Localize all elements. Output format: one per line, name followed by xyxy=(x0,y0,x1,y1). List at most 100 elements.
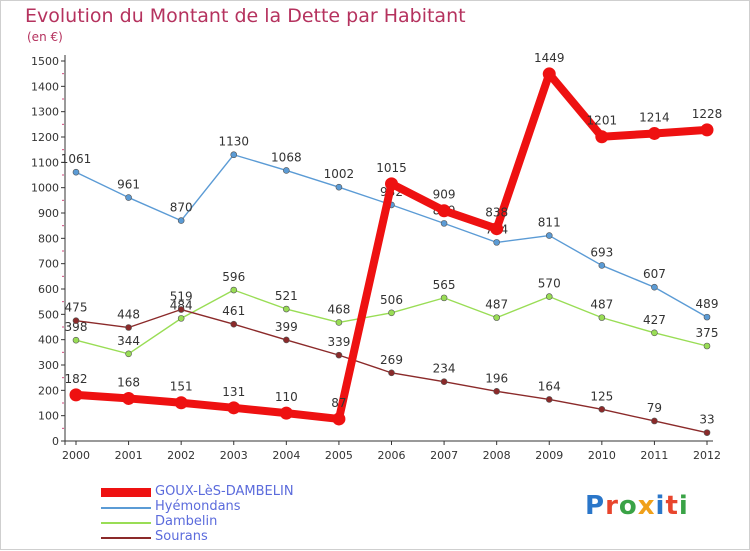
data-point xyxy=(545,232,553,239)
data-label: 110 xyxy=(275,390,298,404)
data-point xyxy=(283,305,290,313)
data-label: 1061 xyxy=(61,152,92,166)
data-point xyxy=(388,369,395,377)
data-point xyxy=(388,309,395,317)
data-label: 596 xyxy=(222,270,245,284)
logo-letter: o xyxy=(618,491,638,521)
data-point xyxy=(279,406,293,420)
legend-label-sourans: Sourans xyxy=(155,529,208,544)
data-point xyxy=(703,429,711,436)
data-point xyxy=(493,388,500,395)
data-label: 961 xyxy=(117,178,140,192)
y-tick-label: 900 xyxy=(38,207,59,220)
data-point xyxy=(332,412,346,426)
data-label: 87 xyxy=(331,396,346,410)
legend-label-dambelin: Dambelin xyxy=(155,514,218,529)
data-label: 1130 xyxy=(218,135,249,149)
data-point xyxy=(595,130,609,144)
x-tick-label: 2010 xyxy=(588,449,616,462)
data-point xyxy=(125,194,132,201)
data-point xyxy=(598,262,606,269)
x-tick-label: 2006 xyxy=(378,449,406,462)
data-point xyxy=(72,168,80,176)
data-label: 196 xyxy=(485,371,508,385)
data-point xyxy=(703,313,711,321)
data-point xyxy=(598,314,606,321)
data-point xyxy=(283,167,290,174)
data-point xyxy=(651,329,658,337)
data-label: 1228 xyxy=(692,107,723,121)
data-label: 131 xyxy=(222,385,245,399)
data-label: 1015 xyxy=(376,161,407,175)
data-point xyxy=(437,204,451,218)
data-point xyxy=(335,183,343,191)
chart-title: Evolution du Montant de la Dette par Hab… xyxy=(25,5,466,27)
y-tick-label: 100 xyxy=(38,410,59,423)
data-label: 521 xyxy=(275,289,298,303)
data-label: 339 xyxy=(327,335,350,349)
data-label: 468 xyxy=(327,302,350,316)
data-label: 461 xyxy=(222,304,245,318)
y-tick-label: 400 xyxy=(38,334,59,347)
data-label: 506 xyxy=(380,293,403,307)
x-tick-label: 2012 xyxy=(693,449,721,462)
data-label: 487 xyxy=(485,298,508,312)
data-label: 151 xyxy=(170,380,193,394)
legend-label-goux: GOUX-LèS-DAMBELIN xyxy=(155,484,294,499)
data-point xyxy=(647,126,661,140)
logo-letter: r xyxy=(605,491,619,521)
data-point xyxy=(700,123,714,137)
data-label: 693 xyxy=(590,245,613,259)
data-point xyxy=(230,151,238,159)
data-label: 168 xyxy=(117,375,140,389)
data-label: 182 xyxy=(65,372,88,386)
legend-label-hyemondans: Hyémondans xyxy=(155,499,241,514)
data-point xyxy=(440,220,448,227)
data-label: 33 xyxy=(699,413,714,427)
legend-swatch-goux xyxy=(101,488,151,497)
data-point xyxy=(493,239,500,246)
data-label: 1449 xyxy=(534,51,565,65)
data-point xyxy=(125,324,132,331)
data-point xyxy=(72,317,80,324)
data-label: 448 xyxy=(117,308,140,322)
data-label: 487 xyxy=(590,298,613,312)
data-point xyxy=(440,378,448,386)
legend-swatch-sourans xyxy=(101,537,151,539)
x-tick-label: 2009 xyxy=(535,449,563,462)
data-point xyxy=(283,336,290,344)
data-label: 1002 xyxy=(324,167,355,181)
data-point xyxy=(542,67,556,81)
data-label: 399 xyxy=(275,320,298,334)
data-point xyxy=(598,406,606,413)
data-point xyxy=(230,320,238,328)
logo-letter: i xyxy=(655,491,666,521)
data-label: 1068 xyxy=(271,150,302,164)
data-label: 79 xyxy=(647,401,662,415)
data-point xyxy=(490,222,504,236)
y-tick-label: 1300 xyxy=(31,106,59,119)
legend-swatch-dambelin xyxy=(101,522,151,524)
data-label: 164 xyxy=(538,379,561,393)
y-tick-label: 600 xyxy=(38,283,59,296)
data-label: 375 xyxy=(696,326,719,340)
logo-letter: t xyxy=(665,491,679,521)
data-label: 427 xyxy=(643,313,666,327)
data-point xyxy=(125,350,132,358)
y-tick-label: 0 xyxy=(52,435,59,448)
data-label: 269 xyxy=(380,353,403,367)
y-tick-label: 1100 xyxy=(31,156,59,169)
data-point xyxy=(174,396,188,410)
x-tick-label: 2007 xyxy=(430,449,458,462)
y-tick-label: 700 xyxy=(38,258,59,271)
data-label: 1201 xyxy=(587,114,618,128)
chart-unit: (en €) xyxy=(27,30,63,44)
x-tick-label: 2002 xyxy=(167,449,195,462)
data-label: 475 xyxy=(65,301,88,315)
y-tick-label: 1500 xyxy=(31,55,59,68)
data-label: 870 xyxy=(170,201,193,215)
data-label: 1214 xyxy=(639,110,670,124)
x-tick-label: 2008 xyxy=(483,449,511,462)
data-point xyxy=(177,315,185,322)
